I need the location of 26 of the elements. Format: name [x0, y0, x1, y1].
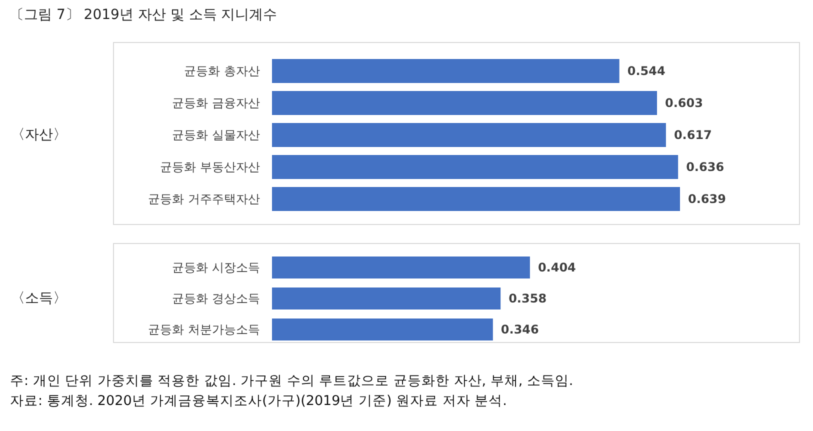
data-label: 0.544	[627, 64, 666, 78]
data-label: 0.603	[665, 96, 703, 110]
data-label: 0.404	[538, 260, 576, 274]
y-tick-label: 균등화 시장소득	[172, 260, 260, 274]
data-label: 0.639	[688, 192, 726, 206]
y-tick-label: 균등화 경상소득	[172, 292, 260, 306]
text: 〔그림 7〕 2019년 자산 및 소득 지니계수	[10, 7, 278, 23]
y-tick-label: 균등화 실물자산	[172, 128, 260, 142]
data-label: 0.617	[674, 128, 712, 142]
data-label: 0.358	[508, 292, 547, 306]
y-tick-label: 균등화 거주주택자산	[148, 192, 260, 206]
y-tick-label: 균등화 총자산	[184, 64, 260, 78]
y-tick-label: 균등화 부동산자산	[160, 160, 260, 174]
y-tick-label: 균등화 처분가능소득	[148, 322, 260, 336]
bar	[272, 91, 658, 115]
y-axis-title: 〈자산〉	[11, 127, 67, 143]
y-tick-label: 균등화 금융자산	[172, 96, 260, 110]
bar	[272, 59, 620, 83]
bar	[272, 155, 678, 179]
text: 주: 개인 단위 가중치를 적용한 값임. 가구원 수의 루트값으로 균등화한 자산, 부채, 소득임.	[10, 373, 574, 389]
y-axis-title: 〈소득〉	[11, 290, 67, 306]
data-label: 0.346	[500, 322, 539, 336]
text: 자료: 통계청. 2020년 가계금융복지조사(가구)(2019년 기준) 원자료 저자 분석.	[10, 393, 507, 409]
data-label: 0.636	[686, 160, 724, 174]
bar	[272, 123, 666, 147]
bar	[272, 187, 680, 211]
